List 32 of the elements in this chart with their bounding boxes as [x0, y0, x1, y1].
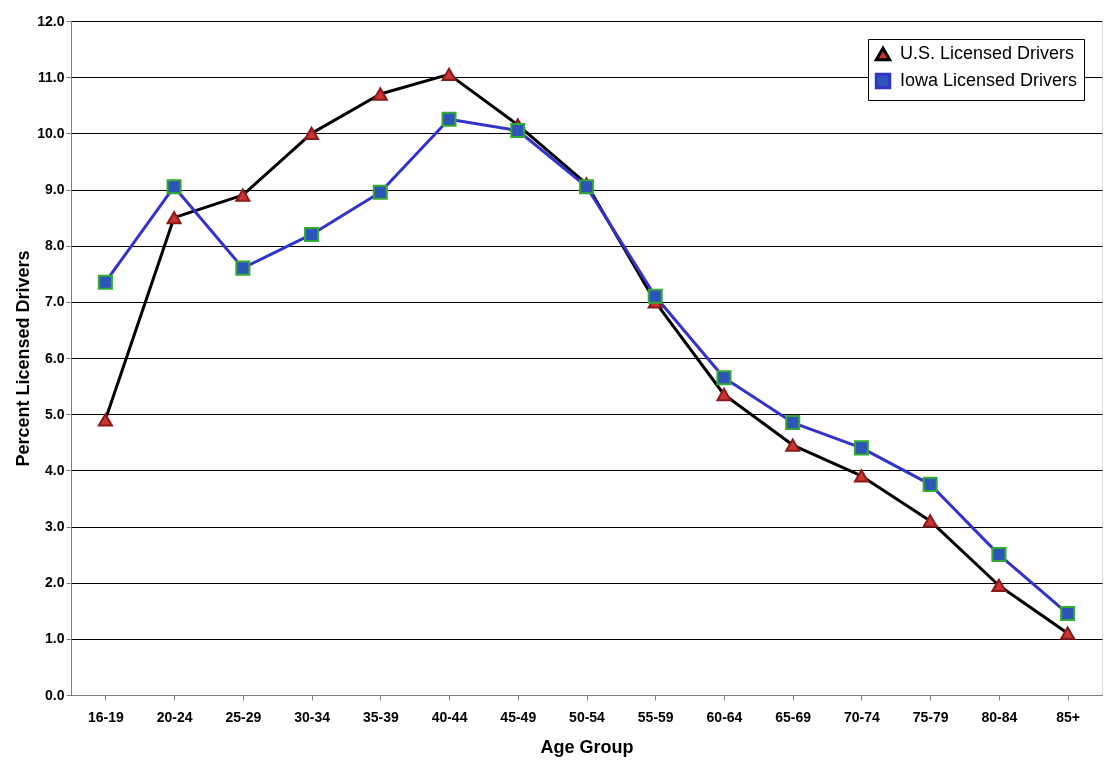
- y-tick-label: 12.0: [37, 12, 65, 29]
- x-tick-label: 80-84: [981, 708, 1018, 725]
- x-tick-label: 30-34: [294, 708, 331, 725]
- y-tick-label: 3.0: [45, 518, 65, 534]
- x-tick-label: 35-39: [362, 708, 399, 725]
- y-tick-label: 7.0: [45, 293, 65, 310]
- x-tick-label: 45-49: [500, 708, 537, 725]
- x-tick-label: 20-24: [156, 708, 193, 725]
- y-tick-label: 9.0: [45, 181, 65, 197]
- legend-label: Iowa Licensed Drivers: [900, 70, 1078, 90]
- y-tick-label: 10.0: [37, 124, 65, 141]
- y-axis-title: Percent Licensed Drivers: [13, 250, 34, 467]
- y-tick-label: 8.0: [45, 237, 65, 254]
- y-tick-label: 2.0: [45, 574, 65, 591]
- y-tick-label: 5.0: [45, 405, 65, 422]
- x-tick-label: 40-44: [431, 708, 468, 725]
- x-tick-label: 75-79: [912, 708, 949, 725]
- x-tick-label: 70-74: [844, 708, 881, 725]
- x-tick-label: 16-19: [87, 708, 124, 725]
- y-tick-label: 4.0: [45, 461, 65, 478]
- x-tick-label: 85+: [1056, 708, 1081, 725]
- x-tick-label: 25-29: [225, 708, 262, 725]
- y-tick-label: 11.0: [38, 68, 65, 85]
- y-tick-label: 0.0: [45, 686, 65, 703]
- x-axis-title: Age Group: [540, 736, 634, 757]
- y-tick-label: 1.0: [45, 630, 65, 647]
- legend-label: U.S. Licensed Drivers: [900, 43, 1075, 63]
- x-tick-label: 55-59: [637, 708, 674, 725]
- y-tick-label: 6.0: [45, 349, 65, 366]
- x-tick-label: 65-69: [775, 708, 812, 725]
- x-tick-label: 60-64: [706, 708, 743, 725]
- x-tick-label: 50-54: [569, 708, 606, 725]
